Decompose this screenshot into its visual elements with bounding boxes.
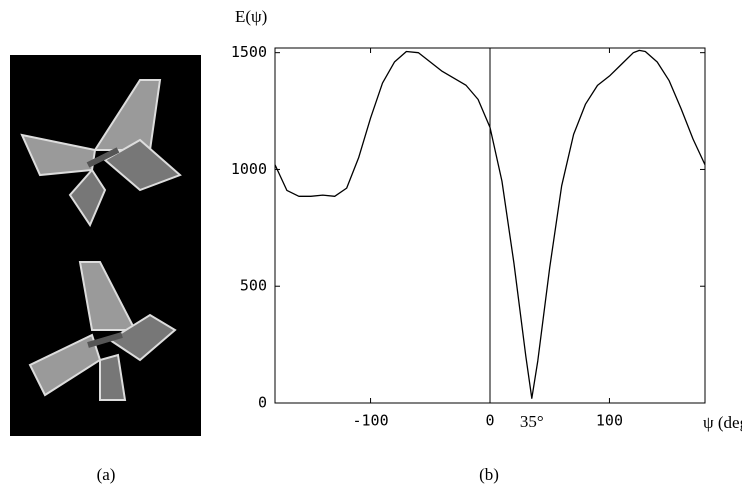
y-tick-label: 500 [240, 277, 267, 295]
curve [274, 49, 706, 399]
x-axis-label: ψ (deg) [703, 413, 742, 432]
annotation: 35° [520, 412, 544, 431]
x-tick-label: -100 [352, 412, 388, 430]
x-tick-label: 100 [596, 412, 623, 430]
y-tick-label: 0 [258, 394, 267, 412]
y-axis-label: E(ψ) [235, 7, 267, 26]
x-tick-label: 0 [485, 412, 494, 430]
y-tick-label: 1000 [231, 160, 267, 178]
caption: (a) [97, 465, 116, 484]
caption: (b) [479, 465, 499, 484]
y-tick-label: 1500 [231, 43, 267, 61]
butterfly-image [10, 55, 201, 436]
